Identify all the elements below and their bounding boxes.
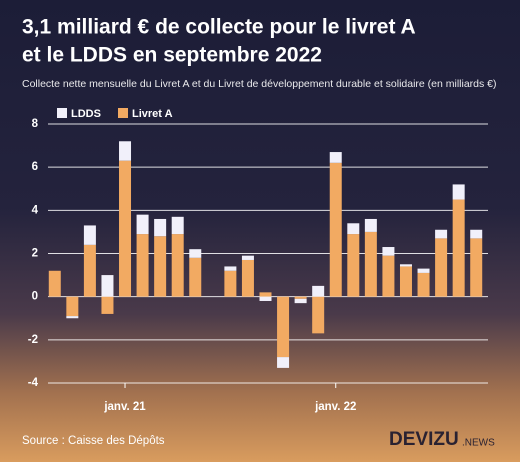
y-tick-label: 0	[32, 291, 38, 303]
chart-title: et le LDDS en septembre 2022	[22, 44, 322, 67]
bar-segment	[329, 162, 342, 297]
bar-segment	[347, 234, 360, 297]
bar-segment	[83, 225, 96, 245]
bar-segment	[101, 296, 114, 314]
bar-segment	[189, 257, 202, 297]
bar-segment	[470, 229, 483, 239]
y-tick-label: -2	[28, 334, 38, 346]
bar-segment	[312, 296, 325, 334]
chart-subtitle: Collecte nette mensuelle du Livret A et …	[22, 78, 497, 90]
bar-segment	[312, 285, 325, 297]
bar-segment	[277, 296, 290, 358]
bar-segment	[294, 296, 307, 299]
bar-segment	[329, 152, 342, 163]
bar-segment	[399, 264, 412, 267]
bar-segment	[294, 298, 307, 304]
bar-segment	[136, 234, 149, 297]
bar-segment	[417, 272, 430, 297]
bar-segment	[154, 236, 167, 297]
bar-segment	[364, 218, 377, 232]
y-tick-label: 2	[32, 248, 38, 260]
x-tick-label: janv. 21	[103, 401, 146, 413]
logo: DEVIZU	[389, 429, 459, 450]
y-tick-label: 6	[32, 161, 38, 173]
source: Source : Caisse des Dépôts	[22, 435, 165, 447]
legend-label: LDDS	[71, 108, 101, 120]
bar-segment	[452, 199, 465, 297]
bar-segment	[66, 316, 79, 319]
chart-title: 3,1 milliard € de collecte pour le livre…	[22, 16, 416, 39]
bar-segment	[171, 216, 184, 235]
legend-label: Livret A	[132, 108, 173, 120]
y-tick-label: -4	[28, 377, 39, 389]
bar-segment	[189, 249, 202, 258]
bar-segment	[224, 266, 237, 271]
logo-suffix: .NEWS	[462, 438, 495, 449]
bar-segment	[66, 296, 79, 317]
bar-segment	[435, 238, 448, 297]
bar-segment	[435, 229, 448, 239]
bar-segment	[48, 270, 61, 297]
bar-segment	[382, 255, 395, 297]
bar-segment	[399, 266, 412, 297]
bar-segment	[136, 214, 149, 235]
bar-segment	[83, 244, 96, 297]
bar-segment	[259, 292, 272, 297]
bar-segment	[470, 238, 483, 297]
y-tick-label: 8	[32, 118, 39, 130]
bar-segment	[171, 234, 184, 297]
bar-segment	[224, 270, 237, 297]
bar-segment	[277, 357, 290, 368]
y-tick-label: 4	[32, 204, 39, 216]
bar-segment	[259, 296, 272, 301]
bar-segment	[364, 231, 377, 297]
bar-segment	[417, 268, 430, 273]
bar-segment	[119, 160, 132, 297]
legend-swatch	[57, 108, 67, 118]
bar-segment	[119, 141, 132, 161]
bar-segment	[382, 247, 395, 256]
bar-segment	[452, 184, 465, 200]
bar-segment	[347, 223, 360, 235]
x-tick-label: janv. 22	[314, 401, 356, 413]
bar-segment	[241, 255, 254, 260]
bar-segment	[101, 275, 114, 297]
bar-segment	[241, 259, 254, 297]
legend-swatch	[118, 108, 128, 118]
bar-segment	[154, 218, 167, 237]
